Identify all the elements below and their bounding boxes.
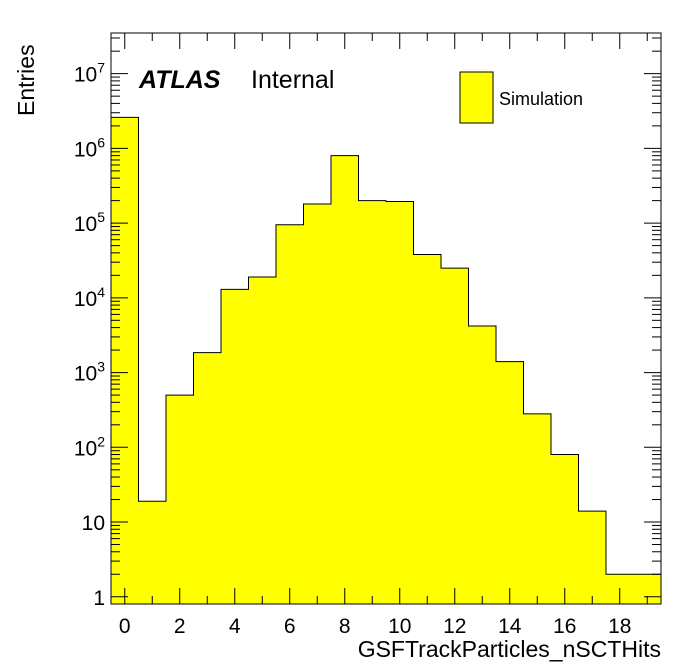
histogram-bar — [221, 289, 249, 604]
x-tick-label: 4 — [229, 615, 241, 638]
x-tick-label: 2 — [174, 615, 186, 638]
histogram-bar — [303, 204, 331, 604]
x-tick-label: 18 — [608, 615, 631, 638]
histogram-bar — [413, 254, 441, 605]
histogram-bar — [551, 454, 579, 604]
atlas-internal-text: Internal — [251, 66, 334, 94]
x-tick-label: 8 — [339, 615, 351, 638]
x-tick-label: 14 — [498, 615, 522, 638]
histogram-bar — [496, 361, 524, 604]
x-axis-tick-labels: 0 2 4 6 8 10 12 14 16 18 — [119, 615, 632, 638]
x-axis-label: GSFTrackParticles_nSCTHits — [358, 636, 661, 662]
histogram-bar — [578, 511, 606, 604]
y-tick-label: 103 — [74, 359, 105, 386]
histogram-outline — [110, 116, 662, 604]
plot-frame — [110, 32, 662, 605]
histogram-bars — [110, 116, 662, 605]
x-tick-label: 0 — [119, 615, 131, 638]
atlas-label: ATLAS Internal — [138, 66, 334, 94]
y-tick-label: 102 — [74, 433, 105, 460]
histogram-bar — [386, 201, 414, 604]
histogram-bar — [248, 277, 276, 604]
atlas-brand-text: ATLAS — [138, 66, 221, 94]
histogram-bar — [523, 413, 551, 604]
histogram-bar — [193, 352, 221, 604]
y-tick-label: 106 — [74, 134, 105, 161]
legend: Simulation — [459, 71, 583, 124]
histogram-bar — [138, 501, 166, 604]
y-tick-label: 10 — [82, 512, 105, 535]
y-tick-label: 104 — [74, 284, 105, 311]
histogram-bar — [166, 395, 194, 604]
histogram-bar — [358, 200, 386, 605]
y-axis-ticks — [111, 37, 661, 598]
x-tick-label: 6 — [284, 615, 296, 638]
histogram-bar — [606, 574, 661, 604]
histogram-bar — [441, 268, 469, 604]
x-tick-label: 12 — [443, 615, 466, 638]
histogram-bar — [111, 117, 139, 604]
histogram-bar — [276, 224, 304, 604]
y-axis-tick-labels: 1 10 102 103 104 105 106 107 — [74, 60, 105, 610]
y-tick-label: 107 — [74, 60, 105, 87]
histogram-bar — [468, 325, 496, 604]
y-tick-label: 1 — [93, 587, 105, 610]
histogram-bar — [331, 155, 359, 604]
x-tick-label: 16 — [553, 615, 576, 638]
y-axis-label: Entries — [13, 44, 39, 116]
y-tick-label: 105 — [74, 209, 105, 236]
x-tick-label: 10 — [388, 615, 411, 638]
legend-label-simulation: Simulation — [499, 89, 583, 109]
legend-swatch-simulation — [459, 71, 494, 124]
x-axis-ticks — [124, 33, 648, 604]
